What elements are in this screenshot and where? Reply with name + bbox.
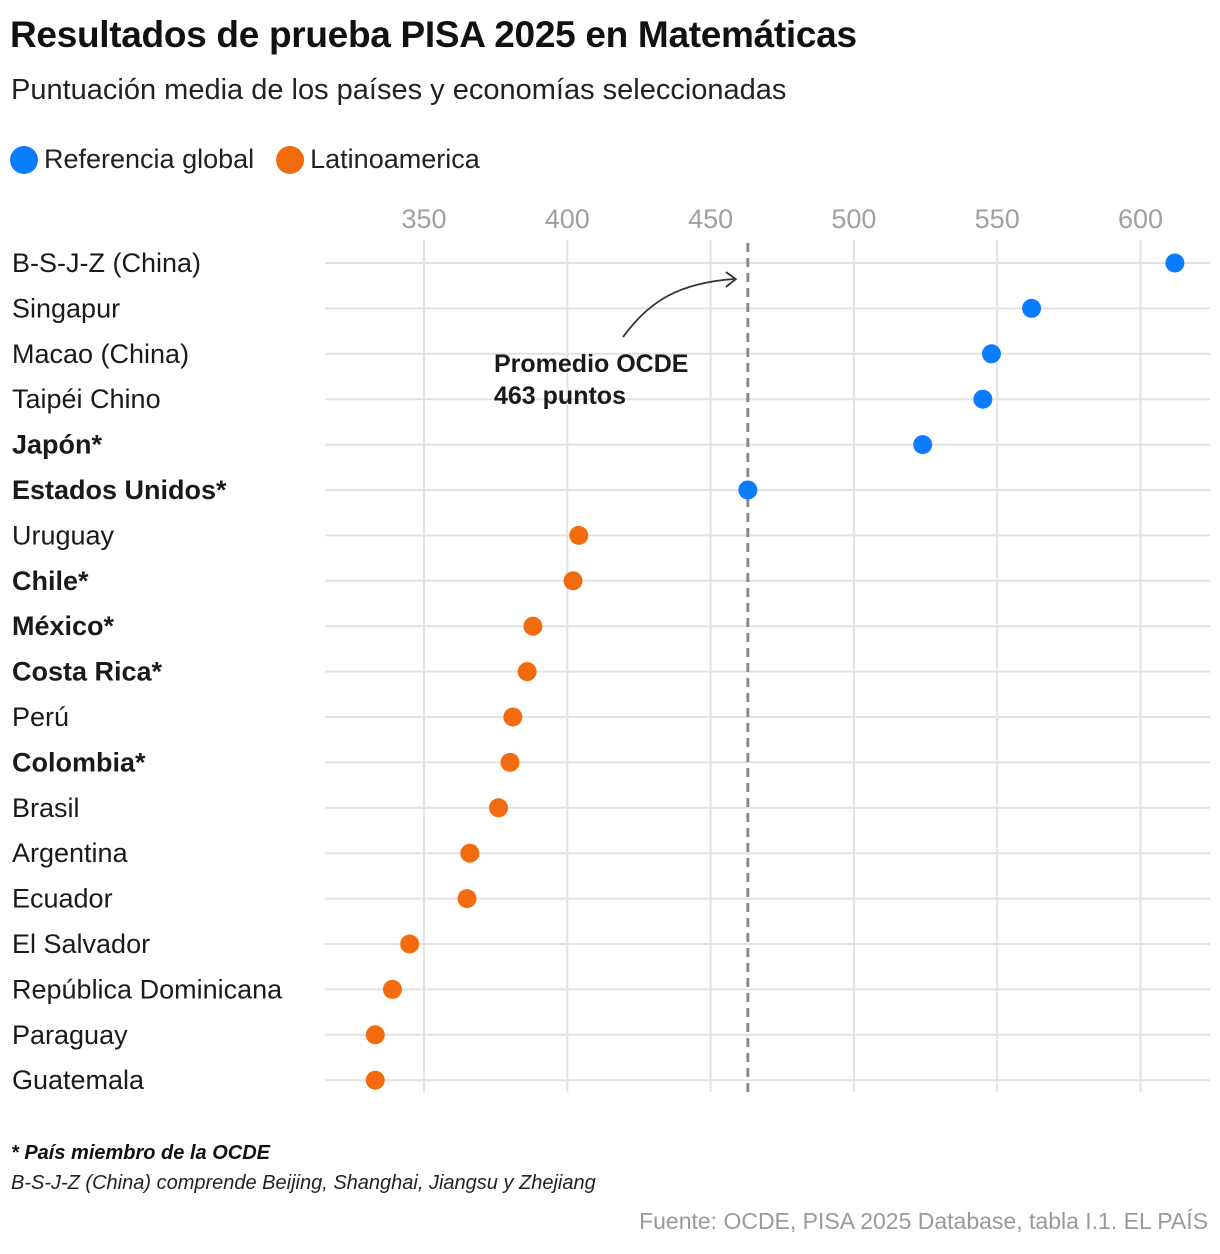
footnote-ocde: * País miembro de la OCDE: [11, 1142, 270, 1164]
country-label: México*: [12, 611, 115, 641]
footnote-bsjz: B-S-J-Z (China) comprende Beijing, Shang…: [11, 1172, 596, 1194]
data-point: [457, 889, 477, 909]
source-note: Fuente: OCDE, PISA 2025 Database, tabla …: [639, 1208, 1208, 1234]
data-point: [981, 344, 1001, 364]
data-point: [973, 389, 993, 409]
country-label: Costa Rica*: [12, 657, 163, 687]
annotation-arrowhead: [725, 271, 738, 288]
data-point: [523, 616, 543, 636]
country-label: Guatemala: [12, 1065, 145, 1095]
chart-subtitle: Puntuación media de los países y economí…: [11, 74, 787, 106]
data-point: [503, 707, 523, 727]
x-tick-label: 550: [975, 204, 1020, 234]
data-point: [569, 525, 589, 545]
data-point: [517, 662, 537, 682]
data-point: [382, 979, 402, 999]
dot-plot: 350 400 450 500 550 600 Promedio OCDE 463 punto…: [12, 204, 1210, 1095]
country-label: República Dominicana: [12, 974, 283, 1004]
legend-swatch-latinoamerica: [276, 145, 305, 174]
data-point: [1165, 253, 1185, 273]
x-tick-label: 600: [1118, 204, 1163, 234]
data-point: [365, 1070, 385, 1090]
data-point: [365, 1025, 385, 1045]
country-label: Colombia*: [12, 747, 146, 777]
country-label: B-S-J-Z (China): [12, 248, 201, 278]
legend: Referencia global Latinoamerica: [10, 144, 502, 175]
x-tick-label: 350: [401, 204, 446, 234]
country-label: Paraguay: [12, 1020, 128, 1050]
country-label: Japón*: [12, 430, 103, 460]
country-label: Chile*: [12, 566, 89, 596]
annotation-arrow: [622, 278, 734, 338]
legend-swatch-referencia-global: [10, 145, 38, 174]
legend-label-latinoamerica: Latinoamerica: [310, 144, 480, 174]
legend-label-referencia-global: Referencia global: [44, 144, 255, 174]
country-label: Taipéi Chino: [12, 384, 161, 414]
country-label: Macao (China): [12, 339, 189, 369]
data-point: [400, 934, 420, 954]
country-label: Estados Unidos*: [12, 475, 227, 505]
legend-item-referencia-global: Referencia global: [10, 144, 254, 175]
data-point: [489, 798, 509, 818]
country-label: Argentina: [12, 838, 129, 868]
data-point: [460, 843, 480, 863]
data-point: [563, 571, 583, 591]
x-tick-label: 500: [831, 204, 876, 234]
legend-item-latinoamerica: Latinoamerica: [276, 144, 480, 175]
country-label: Ecuador: [12, 884, 113, 914]
country-label: Singapur: [12, 293, 120, 323]
country-label: Brasil: [12, 793, 80, 823]
data-point: [913, 435, 933, 455]
ocde-average-label: Promedio OCDE: [494, 350, 688, 378]
country-label: Perú: [12, 702, 69, 732]
x-tick-label: 400: [545, 204, 590, 234]
x-tick-label: 450: [688, 204, 733, 234]
ocde-average-value-label: 463 puntos: [494, 382, 626, 410]
data-point: [1022, 298, 1042, 318]
country-label: Uruguay: [12, 520, 115, 550]
data-point: [500, 752, 520, 772]
chart-title: Resultados de prueba PISA 2025 en Matemá…: [10, 14, 857, 55]
country-label: El Salvador: [12, 929, 150, 959]
data-point: [738, 480, 758, 500]
